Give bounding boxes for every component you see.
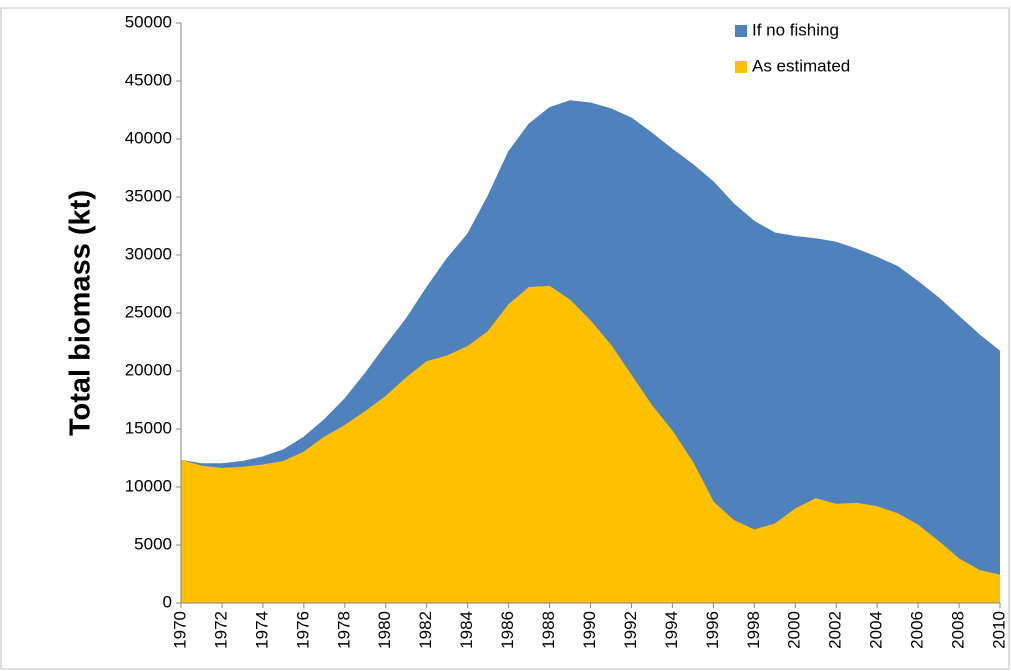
x-tick-label: 1980: [375, 611, 394, 649]
x-tick-label: 1986: [498, 611, 517, 649]
x-tick-label: 1976: [293, 611, 312, 649]
x-tick-label: 2004: [867, 611, 886, 649]
area-edge: [180, 100, 1001, 465]
y-tick-label: 0: [163, 592, 172, 611]
x-tick-label: 1984: [457, 611, 476, 649]
x-tick-label: 1970: [170, 611, 189, 649]
legend-swatch: [735, 61, 747, 73]
legend-label: As estimated: [752, 56, 850, 75]
x-tick-label: 2010: [989, 611, 1008, 649]
y-tick-label: 20000: [125, 360, 172, 379]
y-tick-label: 35000: [125, 186, 172, 205]
y-axis-label: Total biomass (kt): [65, 190, 97, 436]
x-tick-label: 1978: [334, 611, 353, 649]
x-tick-label: 1972: [211, 611, 230, 649]
x-tick-label: 1992: [621, 611, 640, 649]
area-edge: [180, 285, 1001, 576]
x-tick-label: 1994: [662, 611, 681, 649]
x-tick-label: 1996: [703, 611, 722, 649]
x-tick-label: 1988: [539, 611, 558, 649]
y-tick-label: 40000: [125, 128, 172, 147]
x-tick-label: 1982: [416, 611, 435, 649]
y-tick-label: 15000: [125, 418, 172, 437]
x-tick-label: 2008: [949, 611, 968, 649]
x-tick-label: 1974: [252, 611, 271, 649]
y-tick-label: 10000: [125, 476, 172, 495]
legend-label: If no fishing: [752, 20, 839, 39]
y-tick-label: 25000: [125, 302, 172, 321]
y-tick-label: 30000: [125, 244, 172, 263]
x-tick-label: 2000: [785, 611, 804, 649]
x-tick-label: 2002: [826, 611, 845, 649]
legend-swatch: [735, 25, 747, 37]
x-tick-label: 1998: [744, 611, 763, 649]
y-tick-label: 50000: [125, 12, 172, 31]
area-fill: [181, 286, 1000, 603]
x-tick-label: 1990: [580, 611, 599, 649]
y-tick-label: 5000: [134, 534, 172, 553]
chart-border: [0, 7, 1010, 670]
x-tick-label: 2006: [908, 611, 927, 649]
y-tick-label: 45000: [125, 70, 172, 89]
